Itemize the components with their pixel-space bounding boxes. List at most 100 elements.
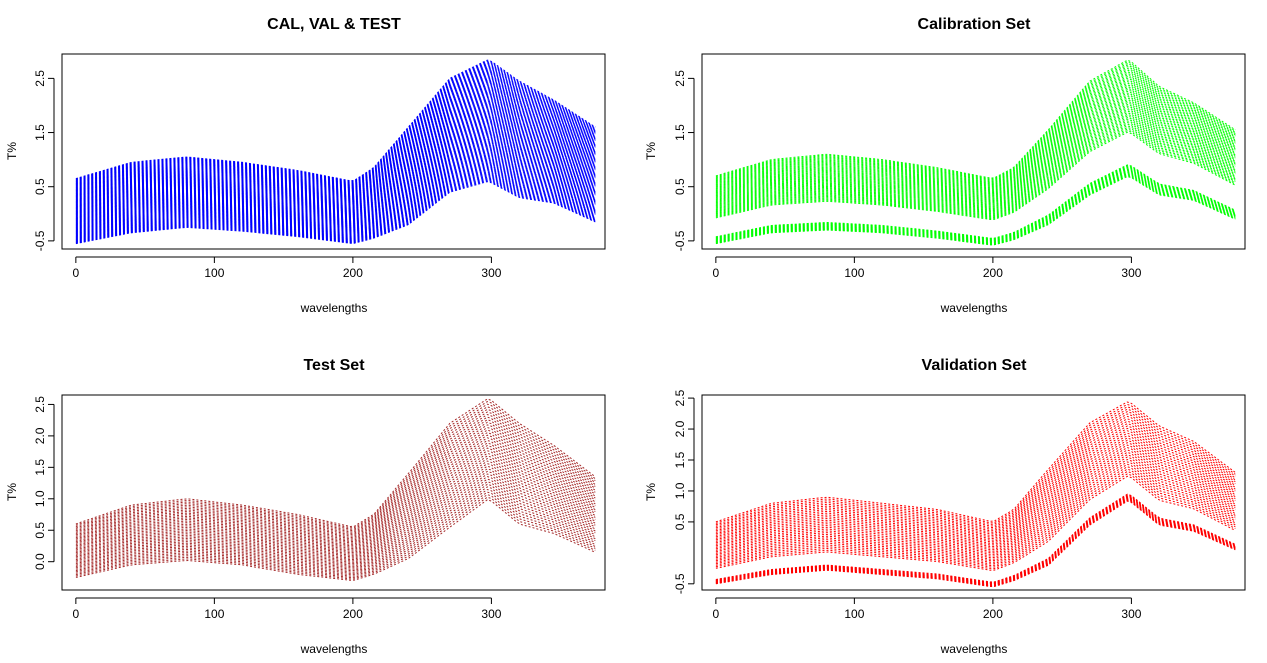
series-line bbox=[715, 451, 1236, 555]
series-line bbox=[715, 475, 1236, 571]
series-line bbox=[715, 117, 1236, 212]
series-line bbox=[715, 61, 1236, 180]
series-line bbox=[715, 85, 1236, 194]
series-line bbox=[715, 439, 1236, 548]
series-line bbox=[75, 429, 596, 544]
series-line bbox=[715, 420, 1236, 535]
series-line bbox=[75, 149, 596, 228]
series-line bbox=[715, 97, 1236, 201]
series-line bbox=[715, 418, 1236, 533]
panel-title: CAL, VAL & TEST bbox=[267, 16, 401, 33]
series-line bbox=[715, 437, 1236, 546]
series-line bbox=[75, 413, 596, 536]
panel-validation-set: Validation Set wavelengths T% 0 100 200 300… bbox=[644, 357, 1246, 656]
series-line bbox=[75, 60, 596, 182]
y-tick-label: 2.0 bbox=[673, 420, 687, 437]
series-line bbox=[75, 463, 596, 562]
series-line bbox=[75, 421, 596, 540]
series-line bbox=[75, 89, 596, 197]
series-line bbox=[75, 118, 596, 212]
x-tick-label: 0 bbox=[73, 266, 80, 280]
plot-frame bbox=[701, 394, 1246, 591]
y-tick-label: 1.0 bbox=[33, 490, 47, 507]
series-line bbox=[75, 426, 596, 543]
series-line bbox=[75, 84, 596, 194]
series-line bbox=[715, 167, 1236, 241]
series-line bbox=[715, 497, 1236, 585]
y-tick-label: 2.5 bbox=[673, 389, 687, 406]
series-line bbox=[75, 468, 596, 565]
series-line bbox=[75, 139, 596, 223]
series-line bbox=[715, 427, 1236, 540]
x-axis: 0 100 200 300 bbox=[713, 597, 1142, 621]
series-line bbox=[715, 435, 1236, 544]
series-line bbox=[75, 146, 596, 226]
series-line bbox=[75, 411, 596, 534]
series-line bbox=[75, 470, 596, 566]
panel-title: Validation Set bbox=[922, 357, 1028, 374]
y-tick-label: -0.5 bbox=[673, 573, 687, 594]
series-line bbox=[715, 432, 1236, 543]
x-tick-label: 0 bbox=[713, 607, 720, 621]
y-tick-label: 0.5 bbox=[673, 513, 687, 530]
series-line bbox=[715, 470, 1236, 568]
series-line bbox=[715, 67, 1236, 184]
series-line bbox=[75, 419, 596, 539]
series-line bbox=[715, 169, 1236, 242]
series-line bbox=[75, 127, 596, 217]
series-line bbox=[715, 131, 1236, 221]
series-line bbox=[715, 76, 1236, 189]
plot-frame bbox=[701, 53, 1246, 250]
series-line bbox=[75, 481, 596, 572]
series-line bbox=[715, 166, 1236, 240]
series-line bbox=[75, 416, 596, 537]
x-tick-label: 100 bbox=[844, 266, 864, 280]
series-line bbox=[75, 457, 596, 559]
series-line bbox=[75, 106, 596, 206]
series-line bbox=[75, 496, 596, 580]
plot-frame bbox=[61, 394, 606, 591]
x-axis-label: wavelengths bbox=[940, 642, 1008, 656]
series-line bbox=[715, 171, 1236, 243]
series-line bbox=[75, 87, 596, 196]
series-line bbox=[75, 108, 596, 207]
series-line bbox=[715, 406, 1236, 526]
series-line bbox=[75, 120, 596, 213]
series-line bbox=[715, 89, 1236, 196]
series-line bbox=[75, 91, 596, 198]
series-group bbox=[75, 398, 596, 581]
series-line bbox=[75, 439, 596, 550]
series-line bbox=[75, 95, 596, 200]
series-line bbox=[75, 173, 596, 241]
series-line bbox=[715, 175, 1236, 245]
series-line bbox=[75, 93, 596, 199]
series-line bbox=[715, 493, 1236, 583]
series-line bbox=[75, 85, 596, 195]
y-tick-label: 2.5 bbox=[33, 396, 47, 413]
x-axis: 0 100 200 300 bbox=[713, 256, 1142, 280]
x-tick-label: 300 bbox=[1121, 266, 1141, 280]
y-tick-label: 2.0 bbox=[33, 427, 47, 444]
series-line bbox=[715, 168, 1236, 242]
series-line bbox=[715, 473, 1236, 570]
series-line bbox=[75, 142, 596, 224]
series-line bbox=[75, 432, 596, 545]
series-line bbox=[75, 398, 596, 528]
series-line bbox=[715, 102, 1236, 204]
series-line bbox=[715, 59, 1236, 179]
y-axis-label: T% bbox=[644, 483, 658, 501]
series-line bbox=[75, 408, 596, 533]
series-group bbox=[715, 401, 1236, 587]
panel-title: Calibration Set bbox=[918, 16, 1032, 33]
series-line bbox=[715, 468, 1236, 567]
series-line bbox=[715, 458, 1236, 560]
series-line bbox=[715, 74, 1236, 188]
series-line bbox=[75, 437, 596, 548]
series-line bbox=[715, 113, 1236, 210]
y-tick-label: 2.5 bbox=[33, 70, 47, 87]
series-line bbox=[715, 415, 1236, 532]
series-line bbox=[75, 150, 596, 229]
series-line bbox=[715, 461, 1236, 562]
series-line bbox=[75, 70, 596, 188]
series-line bbox=[715, 98, 1236, 202]
